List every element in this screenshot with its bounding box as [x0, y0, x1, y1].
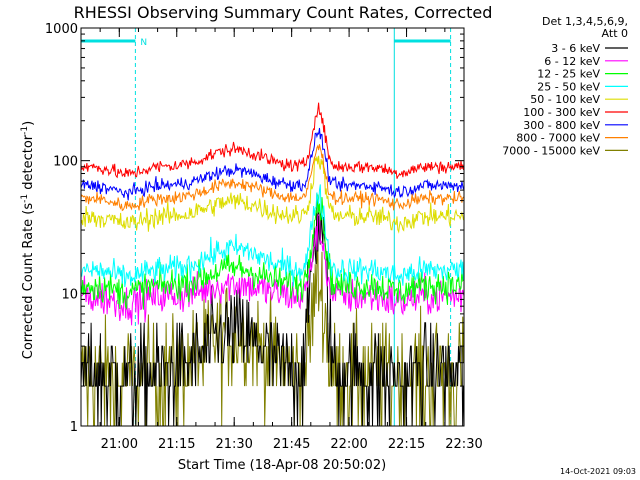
- series-line-100-300-kev: [80, 102, 464, 179]
- series-layer: [80, 102, 464, 427]
- x-tick-label: 21:45: [273, 437, 310, 452]
- legend-header: Det 1,3,4,5,6,9,: [542, 15, 628, 28]
- legend-label: 50 - 100 keV: [530, 93, 600, 106]
- y-axis-label: Corrected Count Rate (s-1 detector-1): [20, 121, 36, 359]
- series-line-6-12-kev: [80, 214, 464, 326]
- series-line-3-6-kev: [80, 193, 464, 427]
- legend-header: Att 0: [602, 27, 628, 40]
- y-tick-label: 1: [70, 420, 78, 435]
- x-tick-label: 21:30: [215, 437, 252, 452]
- x-tick-label: 22:30: [445, 437, 482, 452]
- footer-timestamp: 14-Oct-2021 09:03: [560, 467, 636, 476]
- y-tick-label: 100: [53, 155, 78, 170]
- series-line-50-100-kev: [80, 155, 464, 234]
- y-label-main: Corrected Count Rate (s: [21, 203, 36, 360]
- series-line-12-25-kev: [80, 194, 464, 311]
- x-axis: 21:00 21:15 21:30 21:45 22:00 22:15 22:30: [80, 28, 483, 452]
- y-label-sup2: -1: [20, 126, 30, 135]
- x-tick-label: 21:00: [101, 437, 138, 452]
- legend-label: 12 - 25 keV: [537, 68, 600, 81]
- y-label-mid: detector: [21, 134, 36, 194]
- x-tick-label: 22:15: [388, 437, 425, 452]
- x-tick-label: 22:00: [330, 437, 367, 452]
- series-line-800-7000-kev: [80, 144, 464, 212]
- x-axis-label: Start Time (18-Apr-08 20:50:02): [178, 458, 386, 473]
- y-tick-label: 10: [61, 287, 78, 302]
- legend-label: 300 - 800 keV: [523, 119, 600, 132]
- series-line-300-800-kev: [80, 127, 464, 201]
- chart-title: RHESSI Observing Summary Count Rates, Co…: [74, 3, 493, 22]
- legend-label: 25 - 50 keV: [537, 80, 600, 93]
- legend-label: 3 - 6 keV: [551, 42, 600, 55]
- x-tick-label: 21:15: [158, 437, 195, 452]
- y-label-sup1: -1: [20, 194, 30, 203]
- legend-label: 6 - 12 keV: [544, 55, 600, 68]
- series-line-25-50-kev: [80, 184, 464, 288]
- y-axis: 1 10 100 1000: [45, 22, 464, 435]
- y-tick-label: 1000: [45, 22, 78, 37]
- legend-label: 100 - 300 keV: [523, 106, 600, 119]
- night-flag: N: [140, 38, 147, 48]
- legend-label: 800 - 7000 keV: [516, 132, 600, 145]
- y-label-end: ): [21, 121, 36, 126]
- legend-label: 7000 - 15000 keV: [502, 144, 600, 157]
